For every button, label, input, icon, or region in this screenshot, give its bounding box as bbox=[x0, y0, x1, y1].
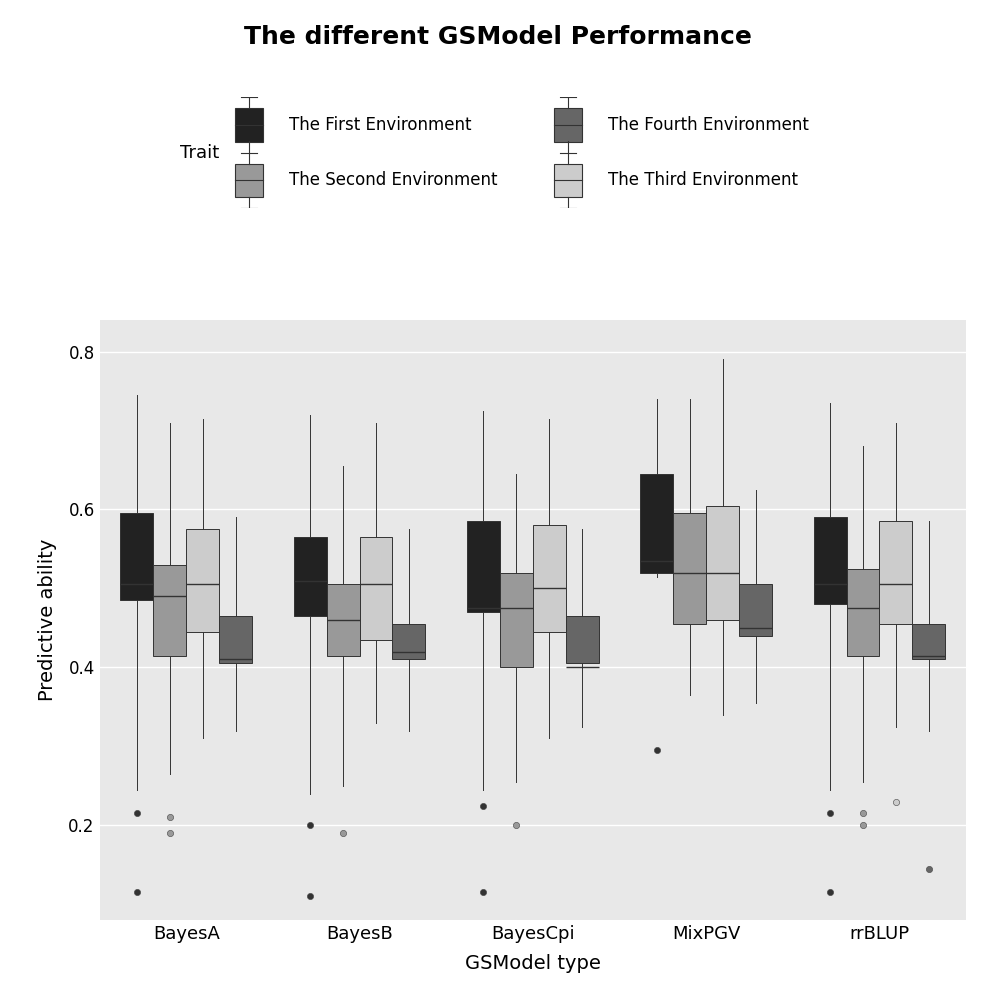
Y-axis label: Predictive ability: Predictive ability bbox=[38, 539, 57, 701]
Bar bbox=[814, 517, 847, 604]
Bar bbox=[153, 565, 186, 656]
Bar bbox=[500, 573, 533, 667]
Text: The First Environment: The First Environment bbox=[289, 116, 471, 134]
Bar bbox=[554, 108, 582, 141]
Text: The Fourth Environment: The Fourth Environment bbox=[608, 116, 809, 134]
Bar bbox=[566, 616, 599, 663]
Bar bbox=[467, 521, 500, 612]
Bar bbox=[554, 163, 582, 196]
Text: Trait: Trait bbox=[180, 144, 219, 162]
Bar bbox=[640, 474, 673, 573]
Text: The different GSModel Performance: The different GSModel Performance bbox=[244, 25, 752, 49]
Bar bbox=[360, 537, 392, 640]
Bar bbox=[739, 584, 772, 636]
Bar bbox=[879, 521, 912, 624]
Bar bbox=[219, 616, 252, 663]
Text: The Third Environment: The Third Environment bbox=[608, 171, 798, 189]
Bar bbox=[392, 624, 425, 659]
Bar bbox=[235, 163, 263, 196]
Bar bbox=[847, 569, 879, 656]
Bar bbox=[294, 537, 327, 616]
Bar bbox=[121, 513, 153, 600]
Bar bbox=[706, 506, 739, 620]
Bar bbox=[533, 525, 566, 632]
X-axis label: GSModel type: GSModel type bbox=[465, 954, 601, 973]
Bar bbox=[235, 108, 263, 141]
Bar bbox=[186, 529, 219, 632]
Bar bbox=[673, 513, 706, 624]
Bar bbox=[912, 624, 945, 659]
Text: The Second Environment: The Second Environment bbox=[289, 171, 497, 189]
Bar bbox=[327, 584, 360, 656]
